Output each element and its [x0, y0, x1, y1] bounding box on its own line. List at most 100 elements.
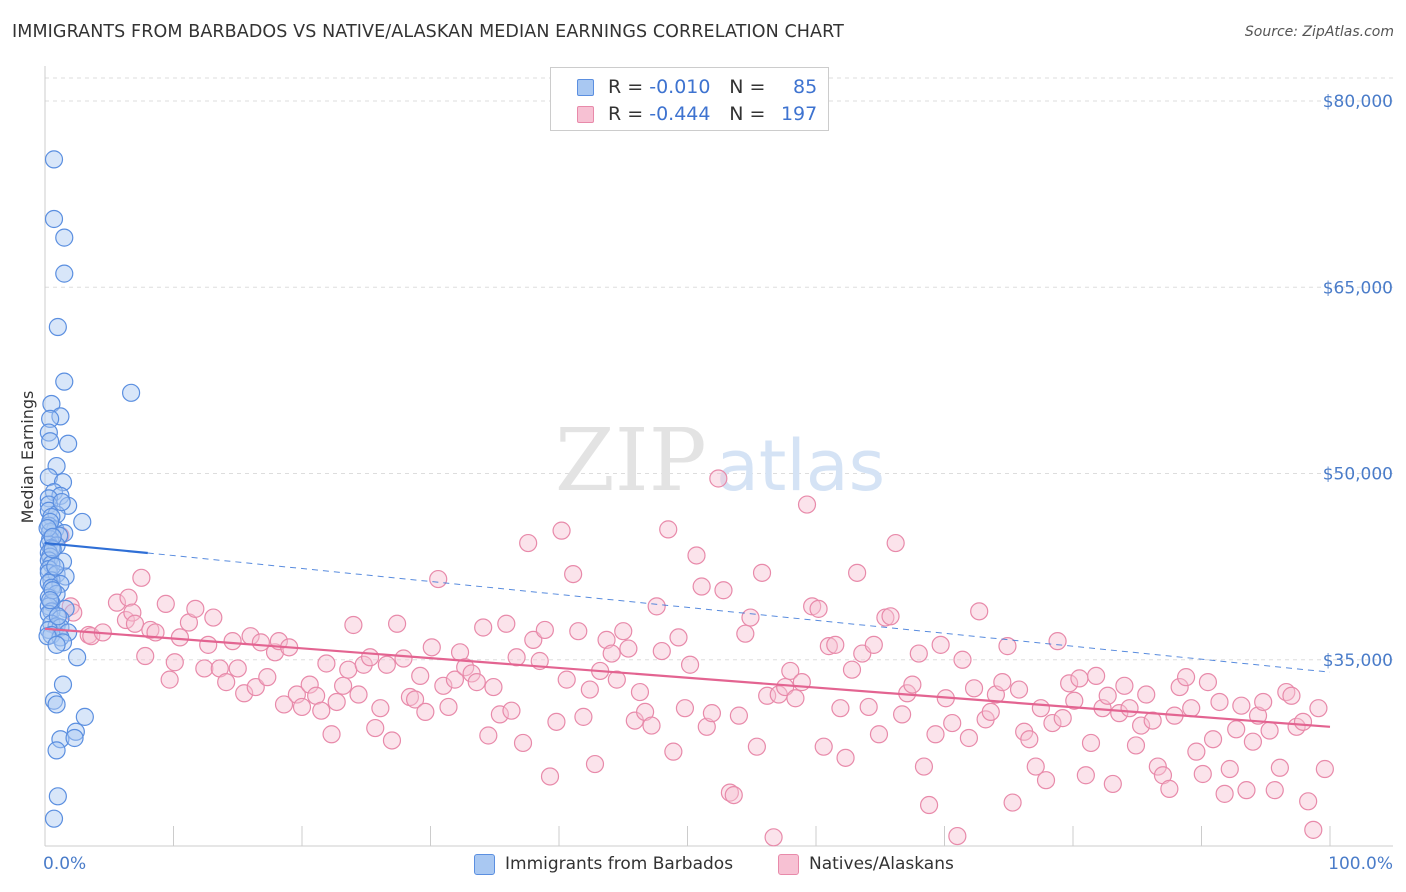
native-alaskan-point	[467, 673, 486, 692]
y-tick-label: $50,000	[1323, 465, 1393, 485]
native-alaskan-point	[914, 757, 934, 776]
native-alaskan-point	[1103, 774, 1122, 794]
native-alaskan-point	[439, 697, 458, 717]
trend-lines	[44, 541, 1331, 728]
native-alaskan-point	[1210, 692, 1229, 712]
native-alaskan-point	[416, 702, 435, 722]
y-tick-label: $80,000	[1323, 92, 1393, 112]
y-tick-label: $35,000	[1323, 651, 1393, 671]
legend-item-barbados: Immigrants from Barbados	[474, 852, 733, 876]
native-alaskan-point	[366, 718, 385, 738]
native-alaskan-point	[107, 593, 127, 612]
native-alaskan-point	[1282, 686, 1301, 705]
barbados-point	[48, 317, 67, 337]
native-alaskan-point	[132, 568, 151, 587]
barbados-point	[41, 591, 60, 610]
native-alaskan-point	[1232, 696, 1251, 715]
barbados-point	[55, 228, 74, 247]
native-alaskan-point	[869, 725, 889, 744]
native-alaskan-point	[1020, 730, 1039, 749]
native-alaskan-point	[758, 686, 777, 705]
native-alaskan-point	[1081, 733, 1101, 753]
native-alaskan-point	[1087, 666, 1106, 686]
y-tick-label: $65,000	[1323, 278, 1393, 298]
native-alaskan-point	[394, 649, 413, 668]
native-alaskan-point	[199, 635, 218, 654]
native-alaskan-point	[484, 677, 503, 697]
native-alaskan-point	[524, 630, 543, 649]
native-alaskan-point	[547, 712, 566, 731]
native-alaskan-point	[235, 684, 254, 703]
native-alaskan-point	[675, 699, 695, 718]
native-alaskan-point	[317, 654, 336, 673]
native-alaskan-point	[258, 668, 277, 687]
r-value: -0.444	[649, 103, 711, 125]
native-alaskan-point	[585, 754, 605, 774]
native-alaskan-point	[312, 701, 331, 720]
native-alaskan-point	[1254, 692, 1273, 712]
watermark-atlas: atlas	[716, 425, 885, 507]
native-alaskan-point	[709, 469, 728, 488]
native-alaskan-point	[1260, 721, 1279, 740]
native-alaskan-point	[1309, 699, 1328, 718]
native-alaskan-point	[1176, 668, 1196, 687]
barbados-point	[66, 722, 85, 741]
native-alaskan-point	[1170, 677, 1189, 697]
native-alaskan-point	[781, 661, 800, 681]
x-tick-labels: 0.0% 100.0%	[43, 854, 1393, 874]
barbados-point	[42, 394, 61, 414]
native-alaskan-point	[814, 737, 833, 756]
native-alaskan-point	[377, 655, 396, 674]
native-alaskan-point	[892, 705, 912, 724]
barbados-legend-swatch	[474, 853, 495, 875]
native-alaskan-point	[993, 673, 1012, 692]
native-alaskan-point	[490, 705, 509, 724]
native-alaskan-point	[809, 599, 828, 618]
native-alaskan-point	[1098, 686, 1117, 705]
barbados-points	[38, 150, 141, 828]
native-alaskan-point	[1120, 699, 1139, 718]
native-alaskan-point	[842, 660, 862, 679]
n-value: 197	[780, 103, 818, 125]
native-alaskan-point	[1203, 730, 1223, 749]
barbados-point	[55, 372, 74, 391]
barbados-point	[47, 741, 66, 760]
native-alaskan-point	[411, 666, 430, 686]
native-alaskan-point	[886, 533, 905, 553]
native-alaskan-point	[776, 677, 795, 697]
native-alaskan-point	[741, 608, 760, 627]
native-alaskan-point	[1070, 669, 1089, 688]
native-alaskan-point	[1048, 632, 1067, 651]
n-label: N =	[729, 76, 766, 98]
native-alaskan-point	[535, 620, 554, 640]
native-alaskan-point	[1003, 793, 1022, 812]
native-alaskan-point	[322, 725, 341, 744]
native-alaskan-point	[1053, 709, 1072, 728]
native-alaskan-point	[274, 695, 294, 714]
native-alaskan-point	[786, 689, 805, 708]
native-alaskan-point	[246, 677, 265, 697]
stats-legend-row-natives: R = -0.444 N = 197	[577, 102, 817, 126]
native-alaskan-point	[1198, 673, 1218, 692]
barbados-point	[53, 675, 73, 694]
native-alaskan-point	[931, 635, 950, 654]
native-alaskan-point	[354, 655, 373, 674]
native-alaskan-point	[429, 569, 448, 589]
native-alaskan-point	[557, 670, 576, 689]
barbados-point	[38, 519, 57, 538]
watermark-zip: ZIP	[555, 411, 707, 511]
r-label: R =	[608, 103, 644, 125]
native-alaskan-point	[580, 680, 599, 699]
native-alaskan-point	[652, 641, 671, 661]
native-alaskan-point	[826, 635, 845, 654]
native-alaskan-point	[1215, 784, 1234, 803]
natives-trend-line	[44, 627, 1331, 728]
native-alaskan-point	[1187, 742, 1206, 761]
native-alaskan-point	[702, 704, 722, 723]
native-alaskan-point	[943, 713, 962, 733]
native-alaskan-point	[964, 679, 984, 698]
native-alaskan-point	[1299, 792, 1318, 811]
barbados-point	[55, 264, 74, 283]
native-alaskan-point	[953, 650, 972, 669]
native-alaskan-point	[981, 702, 1000, 722]
